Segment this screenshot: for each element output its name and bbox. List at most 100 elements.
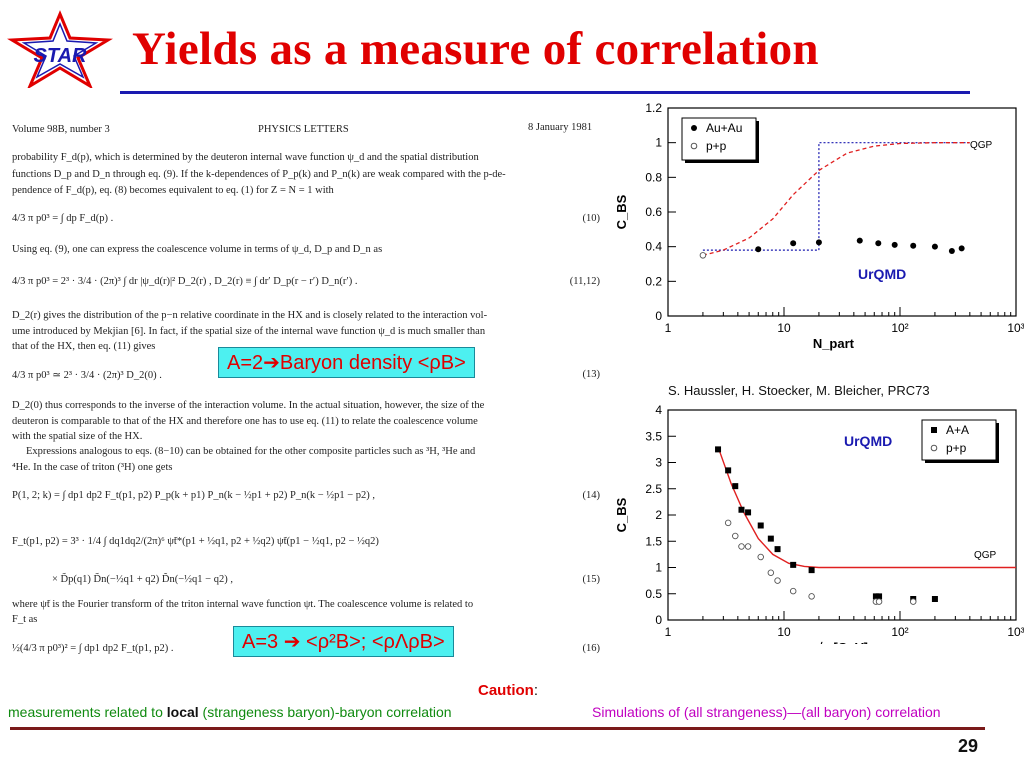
y-tick-label: 1.2 xyxy=(645,101,662,115)
data-point xyxy=(931,596,938,602)
paper-line: ume introduced by Mekjian [6]. In fact, … xyxy=(12,326,486,337)
x-tick-label: 10³ xyxy=(1007,625,1024,639)
caption-measurements-pre: measurements related to xyxy=(8,704,167,720)
paper-line: D_2(r) gives the distribution of the p−n… xyxy=(12,310,488,321)
y-tick-label: 4 xyxy=(655,403,662,417)
data-point xyxy=(856,237,863,244)
x-tick-label: 10² xyxy=(891,625,908,639)
paper-line: deuteron is comparable to that of the HX… xyxy=(12,416,478,427)
data-point xyxy=(931,243,938,250)
data-point xyxy=(757,553,764,561)
equation-number: (15) xyxy=(582,574,601,585)
series-line xyxy=(702,142,970,256)
data-point xyxy=(790,561,797,568)
chart-cbs-vs-npart: 0 0.2 0.4 0.6 0.8 1 1.2 1 10 10² 10³ N_part C_BS Au+A… xyxy=(614,101,1024,351)
data-point xyxy=(808,567,815,574)
y-tick-label: 0 xyxy=(655,613,662,627)
data-point xyxy=(755,246,762,253)
caption-simulations: Simulations of (all strangeness)—(all ba… xyxy=(592,704,941,720)
data-point xyxy=(738,506,745,513)
star-logo-shape xyxy=(7,10,113,88)
paper-excerpt: Volume 98B, number 3 PHYSICS LETTERS 8 J… xyxy=(8,118,608,663)
x-tick-label: 1 xyxy=(665,625,672,639)
data-point xyxy=(958,245,965,252)
data-point xyxy=(875,598,883,605)
legend-marker xyxy=(931,427,937,433)
reference-caption: S. Haussler, H. Stoecker, M. Bleicher, P… xyxy=(668,383,930,398)
paper-line: probability F_d(p), which is determined … xyxy=(12,152,479,163)
y-tick-label: 1 xyxy=(655,561,662,575)
paper-line: Expressions analogous to eqs. (8−10) can… xyxy=(26,446,476,457)
paper-line: Using eq. (9), one can express the coale… xyxy=(12,244,383,255)
data-point xyxy=(808,593,815,600)
paper-line: pendence of F_d(p), eq. (8) becomes equi… xyxy=(12,185,334,196)
x-tick-label: 10 xyxy=(777,321,791,335)
y-tick-label: 1 xyxy=(655,136,662,150)
data-point xyxy=(774,546,781,553)
equation-number: (13) xyxy=(582,369,601,380)
title-underline xyxy=(120,91,970,94)
data-point xyxy=(774,577,781,584)
data-point xyxy=(745,509,752,516)
x-tick-label: 10³ xyxy=(1007,321,1024,335)
slide-title: Yields as a measure of correlation xyxy=(132,23,819,75)
x-axis-label: N_part xyxy=(813,336,855,351)
data-point xyxy=(732,532,739,540)
paper-header-right: 8 January 1981 xyxy=(528,122,593,133)
x-axis-label: √s [GeV] xyxy=(815,640,868,644)
callout-a2: A=2➔Baryon density <ρB> xyxy=(218,347,475,378)
y-tick-label: 0.2 xyxy=(645,274,662,288)
y-tick-label: 3.5 xyxy=(645,429,662,443)
data-point xyxy=(948,248,955,254)
y-tick-label: 3 xyxy=(655,456,662,470)
data-point xyxy=(876,593,883,600)
star-logo: STAR xyxy=(7,10,113,88)
y-tick-label: 2 xyxy=(655,508,662,522)
paper-equation: 4/3 π p0³ ≃ 2³ · 3/4 · (2π)³ D_2(0) . xyxy=(12,370,162,381)
paper-line: that of the HX, then eq. (11) gives xyxy=(12,341,156,352)
data-point xyxy=(815,239,822,246)
callout-a3: A=3 ➔ <ρ²B>; <ρΛρB> xyxy=(233,626,454,657)
footer-rule xyxy=(10,727,985,730)
equation-number: (10) xyxy=(582,213,601,224)
data-point xyxy=(909,598,917,605)
data-point xyxy=(699,252,707,259)
legend-label: A+A xyxy=(946,423,969,437)
legend-label: Au+Au xyxy=(706,121,742,135)
y-tick-label: 0.4 xyxy=(645,240,662,254)
equation-number: (16) xyxy=(582,643,601,654)
y-tick-label: 2.5 xyxy=(645,482,662,496)
y-tick-label: 0 xyxy=(655,309,662,323)
equation-number: (14) xyxy=(582,490,601,501)
legend-label: p+p xyxy=(946,441,967,455)
paper-equation: P(1, 2; k) = ∫ dp1 dp2 F_t(p1, p2) P_p(k… xyxy=(12,490,376,501)
data-point xyxy=(789,587,797,595)
paper-equation: 4/3 π p0³ = 2³ · 3/4 · (2π)³ ∫ dr |ψ_d(r… xyxy=(12,276,358,287)
x-tick-label: 1 xyxy=(665,321,672,335)
paper-header-left: Volume 98B, number 3 xyxy=(12,124,110,135)
paper-line: F_t as xyxy=(12,614,38,625)
data-point xyxy=(738,543,745,550)
y-tick-label: 0.8 xyxy=(645,170,662,184)
caution-text: Caution xyxy=(478,682,534,699)
chart-annotation: UrQMD xyxy=(858,266,906,282)
caption-measurements-bold: local xyxy=(166,704,199,720)
x-tick-label: 10² xyxy=(891,321,908,335)
caution-label: Caution: xyxy=(478,682,538,699)
legend-marker xyxy=(691,125,697,131)
data-point xyxy=(725,467,732,474)
paper-line: where ψ̃t is the Fourier transform of th… xyxy=(12,599,474,610)
paper-header-center: PHYSICS LETTERS xyxy=(258,124,349,135)
paper-equation: × D̃p(q1) D̃n(−½q1 + q2) D̃n(−½q1 − q2) … xyxy=(52,574,233,585)
caption-measurements-post: (strangeness baryon)-baryon correlation xyxy=(198,704,452,720)
x-tick-label: 10 xyxy=(777,625,791,639)
y-axis-label: C_BS xyxy=(614,194,629,229)
caution-colon: : xyxy=(533,682,538,699)
legend-box xyxy=(681,117,757,161)
paper-line: with the spatial size of the HX. xyxy=(12,431,143,442)
caption-measurements: measurements related to local (strangene… xyxy=(8,704,452,720)
y-tick-label: 0.6 xyxy=(645,205,662,219)
data-point xyxy=(767,569,775,576)
y-axis-label: C_BS xyxy=(614,497,629,532)
chart-annotation: UrQMD xyxy=(844,433,892,449)
